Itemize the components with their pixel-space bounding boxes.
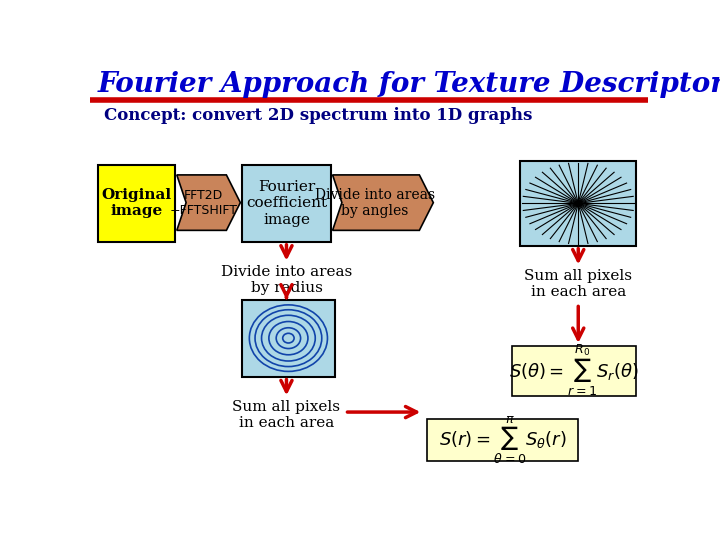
Text: Concept: convert 2D spectrum into 1D graphs: Concept: convert 2D spectrum into 1D gra… — [104, 107, 532, 124]
Text: Divide into areas
by radius: Divide into areas by radius — [221, 265, 352, 295]
FancyBboxPatch shape — [242, 165, 331, 242]
Polygon shape — [177, 175, 240, 231]
Text: $S(\theta)=\sum_{r=1}^{R_0} S_r(\theta)$: $S(\theta)=\sum_{r=1}^{R_0} S_r(\theta)$ — [510, 343, 639, 399]
Text: Fourier
coefficient
image: Fourier coefficient image — [246, 180, 327, 227]
FancyBboxPatch shape — [98, 165, 175, 242]
Text: FFT2D
+FFTSHIFT: FFT2D +FFTSHIFT — [169, 188, 238, 217]
FancyBboxPatch shape — [520, 161, 636, 246]
Text: Divide into areas
by angles: Divide into areas by angles — [315, 187, 435, 218]
Text: $S(r)=\sum_{\theta=0}^{\pi} S_\theta(r)$: $S(r)=\sum_{\theta=0}^{\pi} S_\theta(r)$ — [439, 414, 567, 466]
FancyBboxPatch shape — [513, 346, 636, 396]
FancyBboxPatch shape — [242, 300, 335, 377]
Polygon shape — [333, 175, 433, 231]
Text: Fourier Approach for Texture Descriptor: Fourier Approach for Texture Descriptor — [98, 71, 720, 98]
FancyBboxPatch shape — [427, 419, 578, 461]
Text: Sum all pixels
in each area: Sum all pixels in each area — [233, 400, 341, 430]
Text: Original
image: Original image — [102, 188, 171, 219]
Text: Sum all pixels
in each area: Sum all pixels in each area — [524, 269, 632, 299]
